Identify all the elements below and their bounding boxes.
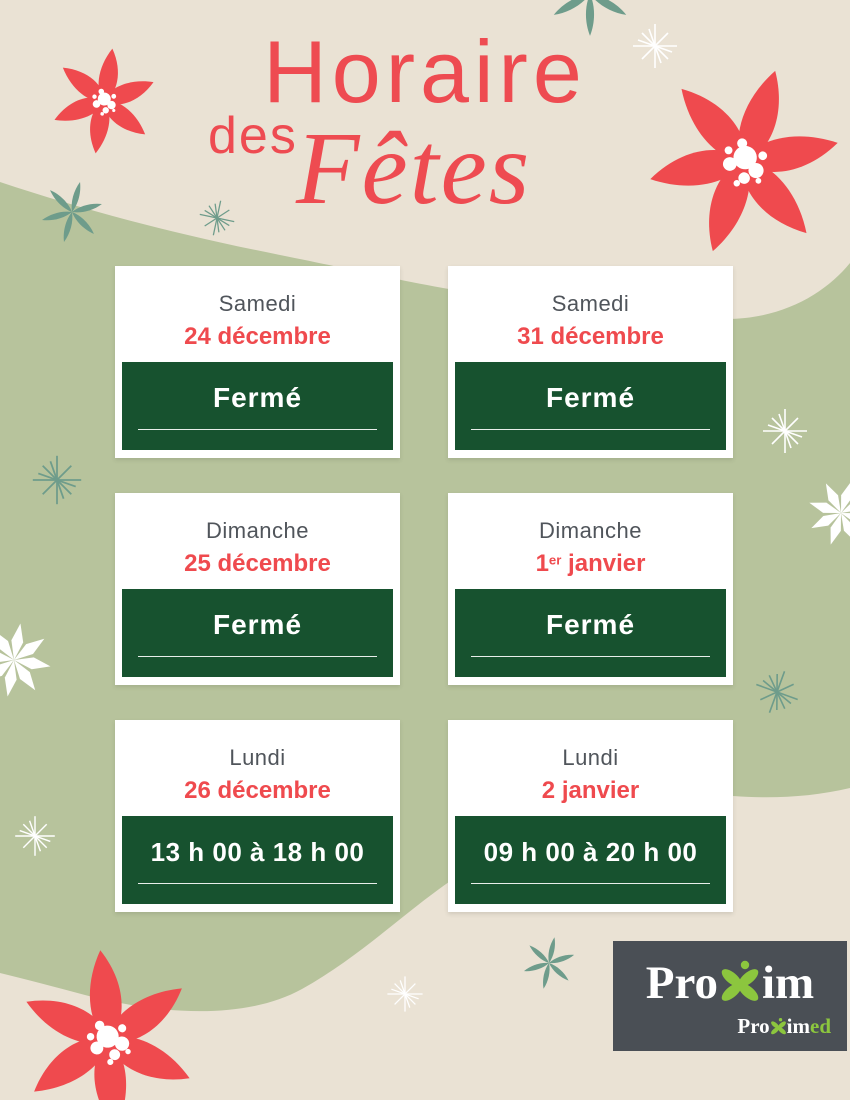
underline-divider <box>138 656 377 657</box>
leaf-x-icon <box>770 1017 786 1034</box>
hours-panel: Fermé <box>122 362 393 450</box>
schedule-card: Samedi 31 décembre Fermé <box>448 266 733 458</box>
proxim-logo: Pro im Pro im ed <box>613 941 847 1051</box>
day-label: Samedi <box>551 291 630 316</box>
title-line-des: des <box>208 107 298 165</box>
sparkle-star-icon <box>386 975 424 1013</box>
schedule-card: Dimanche 25 décembre Fermé <box>115 493 400 685</box>
proxim-wordmark: Pro im <box>613 959 847 1007</box>
date-label: 2 janvier <box>541 777 640 804</box>
status-text: Fermé <box>545 382 636 413</box>
schedule-card: Lundi 2 janvier 09 h 00 à 20 h 00 <box>448 720 733 912</box>
logo-text-im: im <box>762 956 815 1009</box>
underline-divider <box>138 429 377 430</box>
date-label: 25 décembre <box>184 550 331 577</box>
title-line-fetes: Fêtes <box>296 111 532 226</box>
hours-panel: Fermé <box>455 362 726 450</box>
date-label: 26 décembre <box>184 777 331 804</box>
status-text: Fermé <box>212 609 303 640</box>
schedule-card: Dimanche 1er janvier Fermé <box>448 493 733 685</box>
status-text: 09 h 00 à 20 h 00 <box>483 836 698 867</box>
star-flower-icon <box>519 932 579 994</box>
date-label: 1er janvier <box>535 550 646 577</box>
logo-sub-im: im <box>786 1014 810 1038</box>
date-label: 24 décembre <box>184 323 331 350</box>
hours-panel: Fermé <box>455 589 726 677</box>
hours-panel: Fermé <box>122 589 393 677</box>
day-label: Dimanche <box>538 518 643 543</box>
underline-divider <box>471 429 710 430</box>
underline-divider <box>471 656 710 657</box>
schedule-card: Lundi 26 décembre 13 h 00 à 18 h 00 <box>115 720 400 912</box>
underline-divider <box>138 882 377 884</box>
day-label: Lundi <box>229 745 286 770</box>
schedule-card: Samedi 24 décembre Fermé <box>115 266 400 458</box>
date-label: 31 décembre <box>517 323 664 350</box>
hours-panel: 09 h 00 à 20 h 00 <box>455 816 726 904</box>
logo-sub-pro: Pro <box>737 1014 770 1038</box>
status-text: 13 h 00 à 18 h 00 <box>150 836 365 867</box>
leaf-x-icon <box>721 960 759 1001</box>
schedule-cards-grid: Samedi 24 décembre Fermé Samedi 31 décem… <box>115 266 733 912</box>
sparkle-star-icon <box>195 196 239 240</box>
logo-text-pro: Pro <box>645 956 718 1009</box>
day-label: Dimanche <box>205 518 310 543</box>
proximed-wordmark: Pro im ed <box>737 1016 831 1037</box>
day-label: Lundi <box>562 745 619 770</box>
logo-sub-ed: ed <box>810 1014 831 1038</box>
underline-divider <box>471 882 710 884</box>
status-text: Fermé <box>545 609 636 640</box>
hours-panel: 13 h 00 à 18 h 00 <box>122 816 393 904</box>
status-text: Fermé <box>212 382 303 413</box>
title-line-horaire: Horaire <box>263 22 587 121</box>
day-label: Samedi <box>218 291 297 316</box>
